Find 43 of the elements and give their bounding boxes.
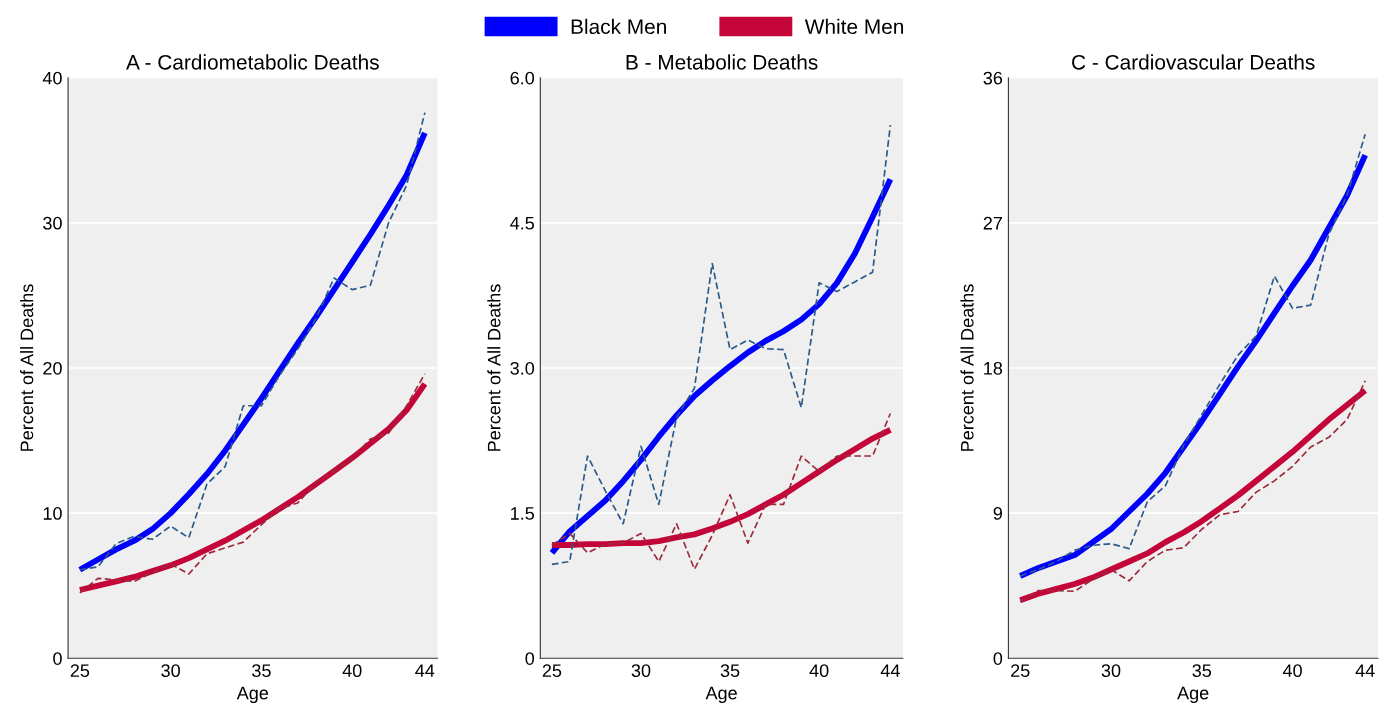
x-axis-title: Age xyxy=(705,686,737,703)
x-tick-label: 35 xyxy=(1192,664,1212,678)
x-tick-label: 40 xyxy=(342,664,362,678)
x-tick-label: 44 xyxy=(415,664,435,677)
chart-title: A - Cardiometabolic Deaths xyxy=(126,54,379,70)
x-tick-label: 44 xyxy=(880,664,900,677)
y-tick-label: 20 xyxy=(43,361,62,375)
chart-title: B - Metabolic Deaths xyxy=(626,54,818,70)
y-tick-label: 0 xyxy=(993,652,1003,665)
y-tick-label: 18 xyxy=(984,361,1003,375)
y-tick-label: 40 xyxy=(42,71,62,85)
x-tick-label: 40 xyxy=(1282,664,1302,678)
line-series xyxy=(551,412,892,571)
x-tick-label: 25 xyxy=(70,664,90,678)
x-tick-label: 40 xyxy=(809,664,829,678)
legend-label: White Men xyxy=(804,18,904,35)
y-tick-label: 1.5 xyxy=(511,507,535,520)
chart-title: C - Cardiovascular Deaths xyxy=(1072,54,1315,70)
y-tick-label: 0 xyxy=(525,652,535,665)
x-axis-title: Age xyxy=(236,686,269,703)
y-axis-title: Percent of All Deaths xyxy=(487,284,501,451)
y-tick-label: 0 xyxy=(53,652,62,665)
y-axis-title: Percent of All Deaths xyxy=(20,284,34,451)
y-axis-title: Percent of All Deaths xyxy=(960,284,974,451)
y-tick-label: 9 xyxy=(993,507,1002,520)
line-series xyxy=(551,124,892,566)
x-tick-label: 30 xyxy=(161,664,180,678)
x-axis-title: Age xyxy=(1177,686,1209,703)
y-tick-label: 6.0 xyxy=(510,71,535,85)
y-tick-label: 36 xyxy=(983,71,1003,85)
x-tick-label: 30 xyxy=(631,664,651,678)
x-tick-label: 25 xyxy=(542,664,562,678)
y-tick-label: 27 xyxy=(983,216,1002,230)
y-tick-label: 10 xyxy=(43,507,62,520)
y-tick-label: 4.5 xyxy=(510,217,535,230)
x-tick-label: 35 xyxy=(252,664,271,678)
x-tick-label: 44 xyxy=(1355,664,1375,677)
legend-label: Black Men xyxy=(571,18,666,35)
x-tick-label: 25 xyxy=(1011,664,1030,678)
y-tick-label: 3.0 xyxy=(510,361,535,375)
x-tick-label: 35 xyxy=(720,664,740,678)
y-tick-label: 30 xyxy=(43,216,62,230)
x-tick-label: 30 xyxy=(1101,664,1121,678)
